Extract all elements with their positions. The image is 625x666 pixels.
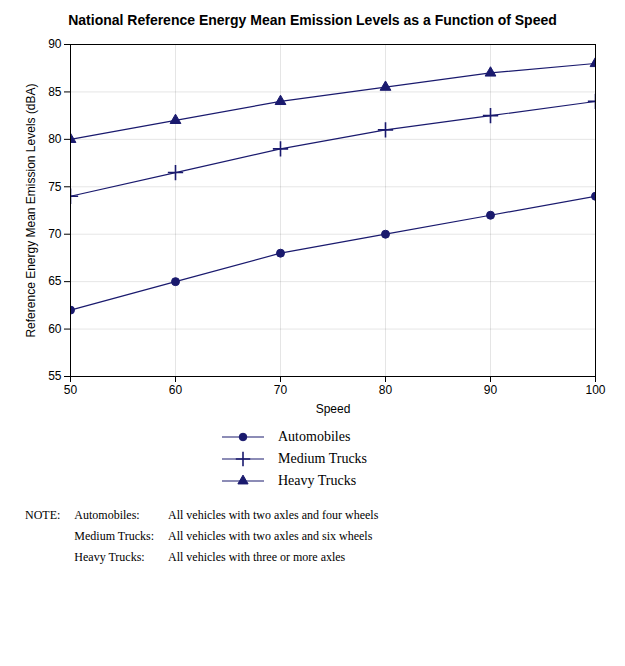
svg-text:55: 55 [48, 369, 62, 383]
svg-text:Speed: Speed [316, 402, 351, 416]
svg-text:70: 70 [274, 383, 288, 397]
svg-text:80: 80 [379, 383, 393, 397]
html-text:All vehicles with two axles an: All vehicles with two axles and four whe… [168, 508, 379, 522]
html-text:Heavy Trucks: Heavy Trucks [278, 473, 357, 488]
html-text:Heavy Trucks:: Heavy Trucks: [74, 550, 145, 564]
svg-text:60: 60 [169, 383, 183, 397]
svg-text:65: 65 [48, 274, 62, 288]
html-text:NOTE:: NOTE: [25, 508, 61, 522]
svg-text:50: 50 [64, 383, 78, 397]
svg-text:90: 90 [48, 37, 62, 51]
html-text:All vehicles with two axles an: All vehicles with two axles and six whee… [168, 529, 373, 543]
svg-text:60: 60 [48, 322, 62, 336]
html-text:Medium Trucks:: Medium Trucks: [74, 529, 154, 543]
svg-text:75: 75 [48, 180, 62, 194]
svg-text:Reference Energy Mean Emission: Reference Energy Mean Emission Levels (d… [24, 83, 38, 337]
svg-text:70: 70 [48, 227, 62, 241]
html-text:National Reference Energy Mean: National Reference Energy Mean Emission … [68, 12, 557, 28]
html-text:Medium Trucks: Medium Trucks [278, 451, 368, 466]
html-text:Automobiles:: Automobiles: [74, 508, 140, 522]
svg-text:90: 90 [484, 383, 498, 397]
svg-text:80: 80 [48, 132, 62, 146]
svg-text:85: 85 [48, 85, 62, 99]
svg-text:100: 100 [585, 383, 605, 397]
html-text:All vehicles with three or mor: All vehicles with three or more axles [168, 550, 346, 564]
html-text:Automobiles: Automobiles [278, 429, 351, 444]
